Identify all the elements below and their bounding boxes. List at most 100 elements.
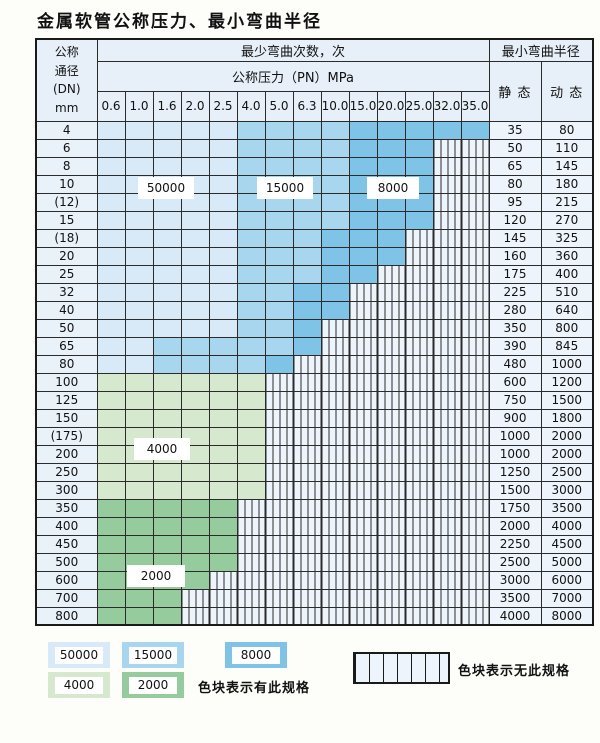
- table-row-dn-4: 4 35 80: [35, 120, 594, 140]
- grid-cell-dn6-pn2.5: [208, 138, 238, 158]
- grid-cell-dn32-pn4.0: [236, 282, 266, 302]
- grid-cell-dn40-pn0.6: [96, 300, 126, 320]
- table-row-dn-(18): (18) 145 325: [35, 228, 594, 248]
- grid-cell-dn200-pn4.0: [236, 444, 266, 464]
- grid-cell-dn200-pn5.0: [264, 444, 294, 464]
- grid-cell-dn8-pn4.0: [236, 156, 266, 176]
- static-radius-value: 35: [488, 120, 542, 140]
- grid-cell-dn6-pn6.3: [292, 138, 322, 158]
- dn-label: (12): [35, 192, 98, 212]
- page-title: 金属软管公称压力、最小弯曲半径: [37, 12, 322, 32]
- grid-cell-dn20-pn15.0: [348, 246, 378, 266]
- grid-cell-dn40-pn1.6: [152, 300, 182, 320]
- grid-cell-dn(175)-pn15.0: [348, 426, 378, 446]
- header-dn-line3: (DN): [52, 82, 81, 97]
- grid-cell-dn100-pn10.0: [320, 372, 350, 392]
- dynamic-radius-value: 510: [540, 282, 594, 302]
- grid-cell-dn400-pn32.0: [432, 516, 462, 536]
- dynamic-radius-value: 4000: [540, 516, 594, 536]
- dynamic-radius-value: 800: [540, 318, 594, 338]
- dn-label: 700: [35, 588, 98, 608]
- grid-cell-dn500-pn10.0: [320, 552, 350, 572]
- grid-cell-dn200-pn20.0: [376, 444, 406, 464]
- static-radius-value: 480: [488, 354, 542, 374]
- grid-cell-dn100-pn5.0: [264, 372, 294, 392]
- static-radius-value: 120: [488, 210, 542, 230]
- grid-cell-dn(18)-pn10.0: [320, 228, 350, 248]
- grid-cell-dn8-pn10.0: [320, 156, 350, 176]
- grid-cell-dn80-pn0.6: [96, 354, 126, 374]
- grid-cell-dn(18)-pn0.6: [96, 228, 126, 248]
- grid-cell-dn65-pn1.0: [124, 336, 154, 356]
- grid-cell-dn800-pn32.0: [432, 606, 462, 626]
- header-dn-line4: mm: [55, 100, 79, 115]
- legend-swatch-8000: 8000: [225, 642, 287, 668]
- grid-cell-dn20-pn2.0: [180, 246, 210, 266]
- dn-label: 80: [35, 354, 98, 374]
- grid-cell-dn20-pn2.5: [208, 246, 238, 266]
- dynamic-radius-value: 325: [540, 228, 594, 248]
- grid-cell-dn125-pn35.0: [460, 390, 490, 410]
- grid-cell-dn125-pn10.0: [320, 390, 350, 410]
- spec-table-wrapper: 公称 通径 (DN) mm 最少弯曲次数，次 最小弯曲半径 公称压力（PN）MP…: [35, 38, 594, 626]
- grid-cell-dn6-pn10.0: [320, 138, 350, 158]
- static-radius-value: 65: [488, 156, 542, 176]
- grid-cell-dn20-pn25.0: [404, 246, 434, 266]
- grid-cell-dn400-pn2.5: [208, 516, 238, 536]
- overlay-label-50000: 50000: [138, 177, 194, 199]
- grid-cell-dn700-pn20.0: [376, 588, 406, 608]
- dynamic-radius-value: 2000: [540, 426, 594, 446]
- grid-cell-dn300-pn25.0: [404, 480, 434, 500]
- grid-cell-dn15-pn2.5: [208, 210, 238, 230]
- grid-cell-dn15-pn4.0: [236, 210, 266, 230]
- grid-cell-dn80-pn5.0: [264, 354, 294, 374]
- grid-cell-dn150-pn2.5: [208, 408, 238, 428]
- grid-cell-dn(175)-pn5.0: [264, 426, 294, 446]
- grid-cell-dn50-pn6.3: [292, 318, 322, 338]
- grid-cell-dn500-pn0.6: [96, 552, 126, 572]
- grid-cell-dn700-pn10.0: [320, 588, 350, 608]
- header-pressure-15.0: 15.0: [348, 90, 378, 122]
- grid-cell-dn(18)-pn2.0: [180, 228, 210, 248]
- grid-cell-dn700-pn32.0: [432, 588, 462, 608]
- dn-label: 250: [35, 462, 98, 482]
- grid-cell-dn600-pn0.6: [96, 570, 126, 590]
- grid-cell-dn(18)-pn32.0: [432, 228, 462, 248]
- grid-cell-dn(175)-pn25.0: [404, 426, 434, 446]
- grid-cell-dn15-pn35.0: [460, 210, 490, 230]
- grid-cell-dn32-pn0.6: [96, 282, 126, 302]
- grid-cell-dn350-pn5.0: [264, 498, 294, 518]
- grid-cell-dn200-pn6.3: [292, 444, 322, 464]
- grid-cell-dn800-pn25.0: [404, 606, 434, 626]
- grid-cell-dn25-pn2.5: [208, 264, 238, 284]
- grid-cell-dn125-pn4.0: [236, 390, 266, 410]
- grid-cell-dn300-pn4.0: [236, 480, 266, 500]
- grid-cell-dn250-pn4.0: [236, 462, 266, 482]
- grid-cell-dn20-pn20.0: [376, 246, 406, 266]
- grid-cell-dn450-pn15.0: [348, 534, 378, 554]
- grid-cell-dn700-pn5.0: [264, 588, 294, 608]
- grid-cell-dn65-pn6.3: [292, 336, 322, 356]
- grid-cell-dn20-pn32.0: [432, 246, 462, 266]
- grid-cell-dn40-pn5.0: [264, 300, 294, 320]
- table-row-dn-250: 250 1250 2500: [35, 462, 594, 482]
- grid-cell-dn40-pn20.0: [376, 300, 406, 320]
- grid-cell-dn6-pn0.6: [96, 138, 126, 158]
- grid-cell-dn450-pn20.0: [376, 534, 406, 554]
- grid-cell-dn300-pn5.0: [264, 480, 294, 500]
- dynamic-radius-value: 110: [540, 138, 594, 158]
- grid-cell-dn300-pn10.0: [320, 480, 350, 500]
- overlay-label-2000: 2000: [127, 565, 185, 587]
- grid-cell-dn65-pn25.0: [404, 336, 434, 356]
- grid-cell-dn100-pn35.0: [460, 372, 490, 392]
- table-row-dn-150: 150 900 1800: [35, 408, 594, 428]
- dn-label: 4: [35, 120, 98, 140]
- header-pressure-2.0: 2.0: [180, 90, 210, 122]
- grid-cell-dn80-pn35.0: [460, 354, 490, 374]
- grid-cell-dn8-pn2.0: [180, 156, 210, 176]
- grid-cell-dn(12)-pn0.6: [96, 192, 126, 212]
- grid-cell-dn100-pn1.6: [152, 372, 182, 392]
- grid-cell-dn(18)-pn15.0: [348, 228, 378, 248]
- grid-cell-dn300-pn15.0: [348, 480, 378, 500]
- overlay-label-4000: 4000: [134, 438, 190, 460]
